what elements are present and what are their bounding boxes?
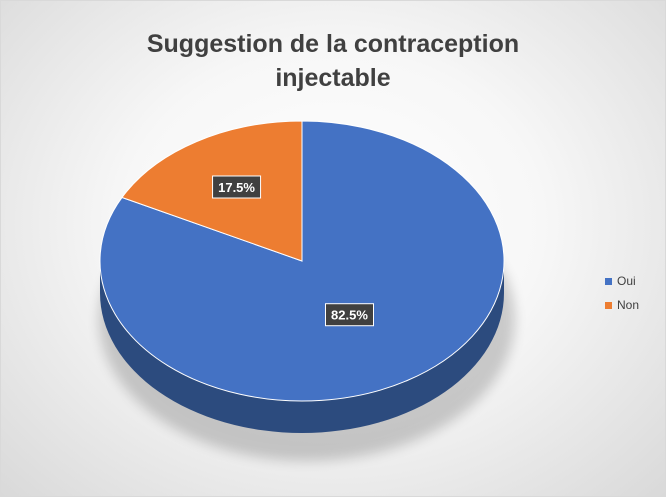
pie-data-labels: 82.5% 17.5%: [212, 175, 374, 327]
data-label-box-oui: [324, 303, 374, 327]
pie-slice-non: [121, 120, 303, 262]
pie-sides: [100, 261, 504, 433]
chart-title-line-1: Suggestion de la contraception: [146, 30, 520, 58]
chart-title: Suggestion de la contraception injectabl…: [1, 27, 665, 95]
legend-swatch-non: [605, 301, 612, 309]
chart-title-line-2: injectable: [275, 64, 391, 92]
legend-item-non: Non: [605, 295, 639, 315]
legend: Oui Non: [605, 271, 639, 319]
pie-tops: [99, 120, 505, 402]
data-label-oui: 82.5%: [324, 303, 374, 327]
legend-label-non: Non: [617, 298, 640, 312]
legend-swatch-oui: [605, 277, 612, 285]
data-label-non: 17.5%: [212, 175, 262, 199]
data-label-box-non: [212, 175, 262, 199]
data-label-text-oui: 82.5%: [331, 308, 368, 323]
legend-label-oui: Oui: [617, 274, 636, 288]
legend-item-oui: Oui: [605, 271, 639, 291]
pie-side-oui: [100, 261, 504, 433]
data-label-text-non: 17.5%: [218, 180, 255, 195]
